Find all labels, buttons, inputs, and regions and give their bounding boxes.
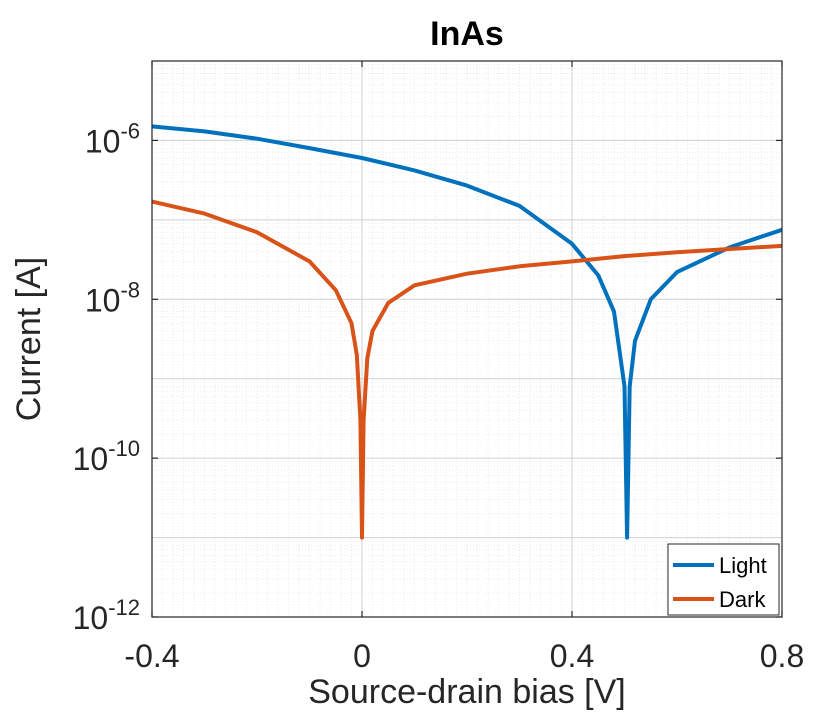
- y-tick-label: 10-6: [85, 118, 140, 159]
- x-tick-label: 0.4: [550, 638, 594, 674]
- plot-area: [152, 61, 782, 617]
- series-group: [151, 124, 783, 540]
- series-line-dark: [151, 199, 783, 540]
- y-axis-label: Current [A]: [10, 257, 48, 421]
- series-line-light: [151, 124, 783, 540]
- legend: Light Dark: [667, 543, 780, 616]
- x-tick-label: 0.8: [760, 638, 804, 674]
- plot-frame: [151, 60, 783, 618]
- y-tick-label: 10-8: [85, 277, 140, 318]
- ticks: -0.4 0 0.4 0.8 10-12 10-10 10-8 10-6: [73, 61, 804, 674]
- y-tick-label: 10-12: [73, 595, 140, 636]
- legend-label-dark: Dark: [719, 587, 766, 612]
- x-axis-label: Source-drain bias [V]: [308, 673, 626, 711]
- legend-box: [667, 543, 780, 616]
- chart-title: InAs: [430, 15, 504, 53]
- y-tick-label: 10-10: [73, 436, 140, 477]
- x-tick-label: -0.4: [124, 638, 179, 674]
- legend-label-light: Light: [719, 553, 767, 578]
- x-tick-label: 0: [353, 638, 371, 674]
